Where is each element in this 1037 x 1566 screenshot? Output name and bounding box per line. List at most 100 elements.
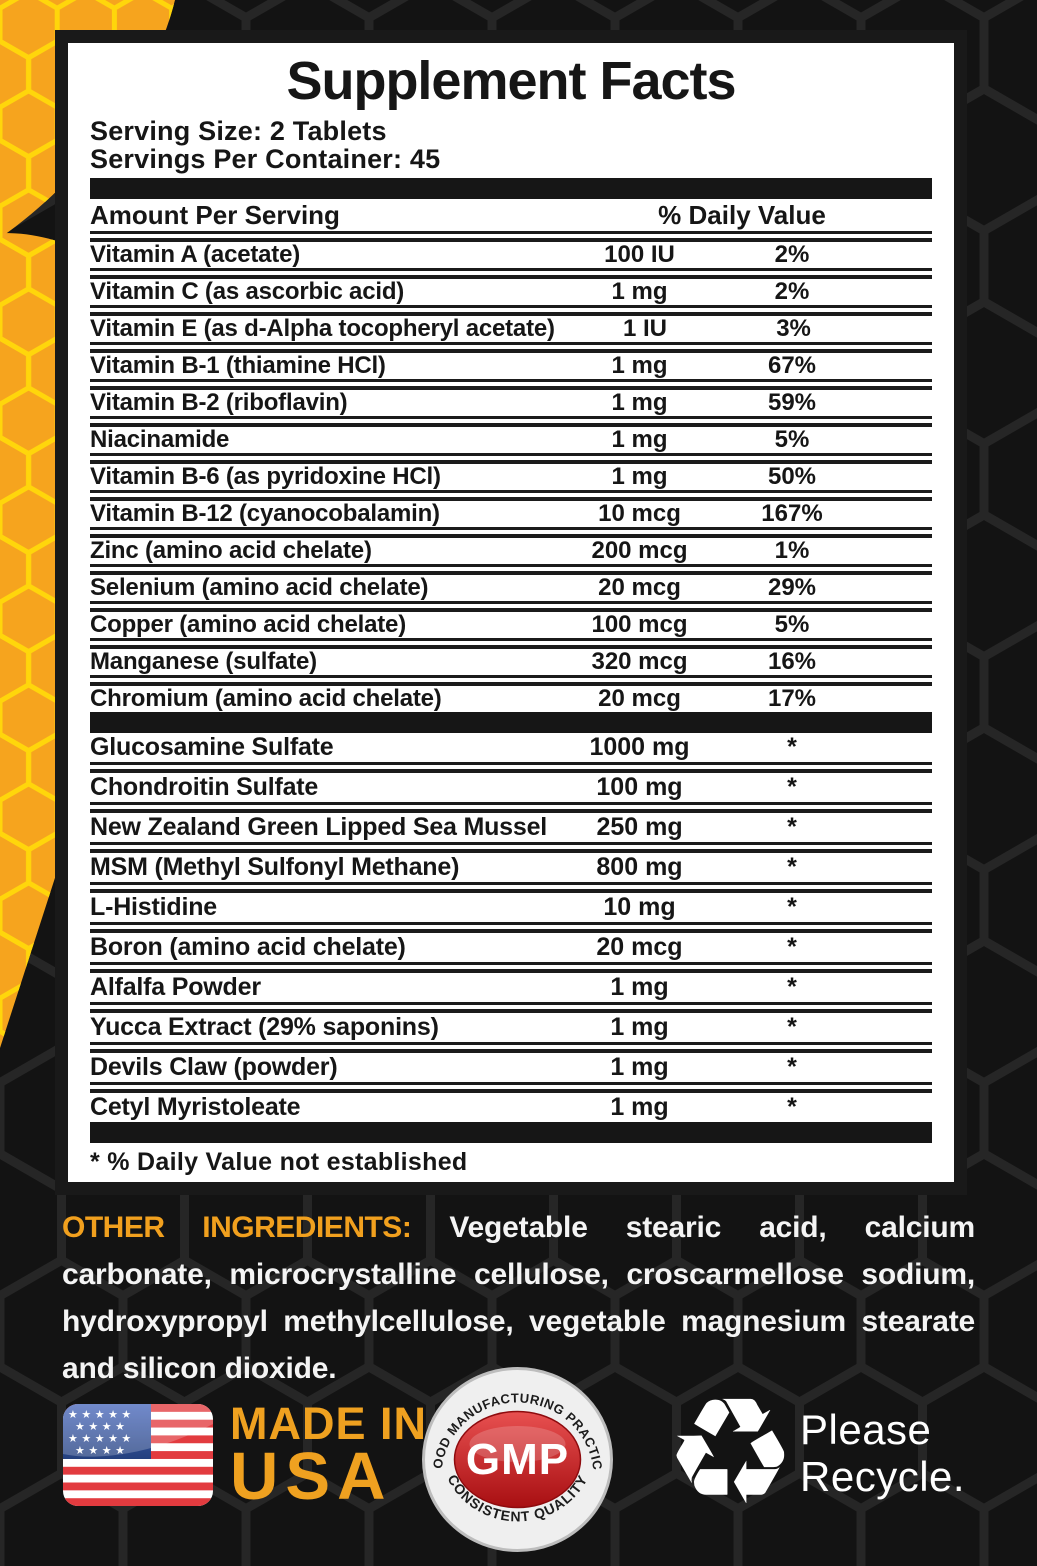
- row-separator: [90, 675, 932, 686]
- ingredient-amount: 1 mg: [611, 426, 668, 453]
- ingredient-daily-value: *: [787, 1053, 797, 1081]
- serving-size: Serving Size: 2 Tablets: [90, 116, 387, 146]
- ingredient-name: Manganese (sulfate): [90, 648, 317, 675]
- ingredient-amount: 1 mg: [610, 973, 669, 1001]
- table-row: Vitamin B-2 (riboflavin) 1 mg 59%: [90, 389, 932, 416]
- ingredient-amount: 320 mcg: [591, 648, 688, 675]
- table-row: Cetyl Myristoleate 1 mg *: [90, 1093, 932, 1122]
- row-separator: [90, 638, 932, 649]
- row-separator: [90, 922, 932, 933]
- gmp-center-text: GMP: [466, 1435, 569, 1484]
- made-in-text: MADE IN: [230, 1398, 427, 1449]
- ingredient-name: Boron (amino acid chelate): [90, 933, 406, 961]
- row-separator: [90, 342, 932, 353]
- svg-text:★ ★ ★ ★ ★: ★ ★ ★ ★ ★: [68, 1408, 131, 1421]
- servings-per-container: Servings Per Container: 45: [90, 144, 441, 174]
- table-row: Selenium (amino acid chelate) 20 mcg 29%: [90, 574, 932, 601]
- row-separator: [90, 1082, 932, 1093]
- ingredient-name: Vitamin C (as ascorbic acid): [90, 278, 405, 305]
- ingredient-amount: 1 mg: [610, 1093, 669, 1121]
- recycle-icon: ♻: [664, 1366, 797, 1538]
- flag-stars: ★ ★ ★ ★ ★ ★ ★ ★ ★ ★ ★ ★ ★ ★ ★ ★ ★ ★: [68, 1408, 131, 1457]
- row-separator: [90, 882, 932, 893]
- ingredient-name: Vitamin E (as d-Alpha tocopheryl acetate…: [90, 315, 555, 342]
- ingredient-amount: 250 mg: [596, 813, 683, 841]
- ingredient-daily-value: 167%: [761, 500, 823, 527]
- header-amount-per-serving: Amount Per Serving: [90, 199, 340, 230]
- ingredient-daily-value: *: [787, 813, 797, 841]
- ingredient-amount: 1 mg: [611, 352, 668, 379]
- ingredient-amount: 1 mg: [611, 389, 668, 416]
- svg-text:★ ★ ★ ★ ★: ★ ★ ★ ★ ★: [68, 1432, 131, 1445]
- header-daily-value: % Daily Value: [658, 199, 826, 230]
- table-row: Chromium (amino acid chelate) 20 mcg 17%: [90, 685, 932, 712]
- gmp-seal-icon: GOOD MANUFACTURING PRACTICE CONSISTENT Q…: [420, 1362, 613, 1552]
- other-ingredients-text: Vegetable stearic acid, calcium carbonat…: [62, 1211, 975, 1385]
- ingredient-amount: 100 mg: [596, 773, 683, 801]
- row-separator: [90, 453, 932, 464]
- row-separator: [90, 564, 932, 575]
- row-separator: [90, 416, 932, 427]
- ingredient-daily-value: 5%: [774, 426, 810, 453]
- ingredient-amount: 100 mcg: [591, 611, 688, 638]
- ingredient-name: Vitamin B-12 (cyanocobalamin): [90, 500, 440, 527]
- ingredient-amount: 200 mcg: [591, 537, 688, 564]
- table-row: Vitamin B-1 (thiamine HCl) 1 mg 67%: [90, 352, 932, 379]
- usa-text: USA: [230, 1439, 393, 1514]
- ingredient-daily-value: 67%: [767, 352, 817, 379]
- ingredient-amount: 1 mg: [611, 278, 668, 305]
- ingredient-name: Glucosamine Sulfate: [90, 733, 334, 761]
- row-separator: [90, 527, 932, 538]
- ingredient-amount: 800 mg: [596, 853, 683, 881]
- row-separator: [90, 268, 932, 279]
- divider-bar: [90, 1122, 932, 1143]
- ingredient-name: Copper (amino acid chelate): [90, 611, 406, 638]
- ingredient-daily-value: 1%: [774, 537, 810, 564]
- ingredient-daily-value: 29%: [767, 574, 817, 601]
- ingredient-name: MSM (Methyl Sulfonyl Methane): [90, 853, 460, 881]
- ingredient-name: Yucca Extract (29% saponins): [90, 1013, 439, 1041]
- table-row: New Zealand Green Lipped Sea Mussel 250 …: [90, 813, 932, 842]
- ingredient-daily-value: 3%: [776, 315, 811, 342]
- table-row: Yucca Extract (29% saponins) 1 mg *: [90, 1013, 932, 1042]
- ingredient-name: Vitamin B-6 (as pyridoxine HCl): [90, 463, 441, 490]
- row-separator: [90, 1002, 932, 1013]
- ingredient-daily-value: 50%: [767, 463, 817, 490]
- row-separator: [90, 601, 932, 612]
- divider-bar: [90, 178, 932, 199]
- other-ingredients: OTHER INGREDIENTS: Vegetable stearic aci…: [62, 1204, 975, 1392]
- ingredient-amount: 1 IU: [622, 315, 667, 342]
- row-separator: [90, 379, 932, 390]
- ingredient-daily-value: 2%: [774, 241, 810, 268]
- ingredient-amount: 20 mcg: [596, 933, 683, 961]
- ingredient-amount: 1 mg: [611, 463, 668, 490]
- table-header: Amount Per Serving % Daily Value: [90, 199, 932, 231]
- ingredient-name: Devils Claw (powder): [90, 1053, 338, 1081]
- divider-bar: [90, 712, 932, 733]
- table-row: Niacinamide 1 mg 5%: [90, 426, 932, 453]
- panel-title: Supplement Facts: [286, 51, 736, 111]
- ingredient-daily-value: *: [787, 853, 797, 881]
- table-row: Manganese (sulfate) 320 mcg 16%: [90, 648, 932, 675]
- ingredient-daily-value: *: [787, 933, 797, 961]
- svg-text:★ ★ ★ ★: ★ ★ ★ ★: [75, 1444, 125, 1457]
- ingredient-name: Vitamin B-1 (thiamine HCl): [90, 352, 386, 379]
- ingredient-amount: 20 mcg: [598, 574, 681, 601]
- supplement-facts-panel: Supplement Facts Serving Size: 2 Tablets…: [55, 30, 967, 1195]
- table-row: Boron (amino acid chelate) 20 mcg *: [90, 933, 932, 962]
- ingredient-name: Chondroitin Sulfate: [90, 773, 319, 801]
- ingredient-amount: 1 mg: [610, 1053, 669, 1081]
- please-line: Please: [800, 1406, 932, 1453]
- table-row: Vitamin A (acetate) 100 IU 2%: [90, 241, 932, 268]
- ingredient-daily-value: 2%: [774, 278, 810, 305]
- table-row: Vitamin B-12 (cyanocobalamin) 10 mcg 167…: [90, 500, 932, 527]
- ingredient-amount: 10 mg: [603, 893, 676, 921]
- ingredient-daily-value: *: [787, 773, 797, 801]
- other-ingredients-label: OTHER INGREDIENTS:: [62, 1211, 412, 1244]
- table-row: Vitamin E (as d-Alpha tocopheryl acetate…: [90, 315, 932, 342]
- ingredient-name: L-Histidine: [90, 893, 217, 921]
- please-recycle-text: Please Recycle.: [800, 1406, 965, 1500]
- table-row: Alfalfa Powder 1 mg *: [90, 973, 932, 1002]
- row-separator: [90, 1042, 932, 1053]
